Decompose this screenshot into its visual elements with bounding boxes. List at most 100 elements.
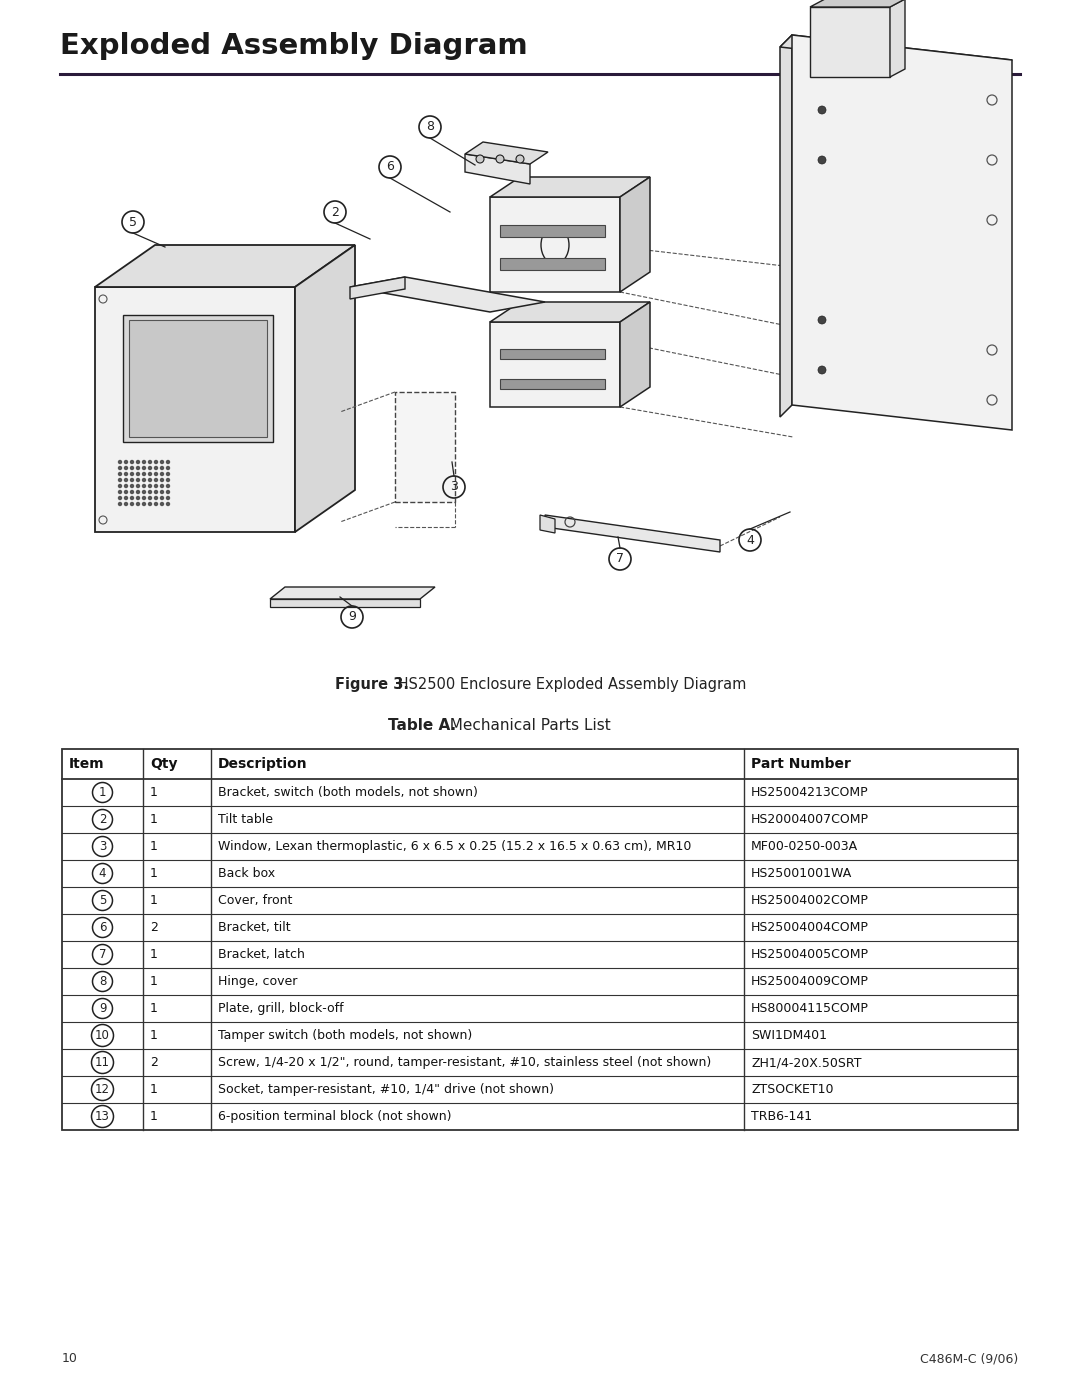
- Circle shape: [141, 472, 146, 476]
- Text: Tamper switch (both models, not shown): Tamper switch (both models, not shown): [218, 1030, 472, 1042]
- Polygon shape: [295, 244, 355, 532]
- Text: Back box: Back box: [218, 868, 275, 880]
- Circle shape: [141, 502, 146, 506]
- Polygon shape: [500, 225, 605, 237]
- Circle shape: [148, 478, 152, 482]
- Text: Figure 3.: Figure 3.: [335, 678, 409, 693]
- Polygon shape: [395, 393, 455, 502]
- Text: HS25004213COMP: HS25004213COMP: [751, 787, 868, 799]
- Polygon shape: [95, 286, 295, 532]
- Circle shape: [124, 472, 129, 476]
- Circle shape: [153, 478, 158, 482]
- Text: 13: 13: [95, 1111, 110, 1123]
- Circle shape: [136, 496, 140, 500]
- Text: 1: 1: [150, 975, 158, 988]
- Polygon shape: [350, 277, 545, 312]
- Text: Bracket, tilt: Bracket, tilt: [218, 921, 291, 935]
- Text: ZTSOCKET10: ZTSOCKET10: [751, 1083, 834, 1097]
- Text: Exploded Assembly Diagram: Exploded Assembly Diagram: [60, 32, 528, 60]
- Circle shape: [130, 496, 134, 500]
- Circle shape: [118, 478, 122, 482]
- Polygon shape: [350, 277, 405, 299]
- Circle shape: [136, 490, 140, 495]
- Text: 9: 9: [348, 610, 356, 623]
- Text: HS2500 Enclosure Exploded Assembly Diagram: HS2500 Enclosure Exploded Assembly Diagr…: [393, 678, 746, 693]
- Text: Qty: Qty: [150, 757, 177, 771]
- Text: 1: 1: [98, 787, 106, 799]
- Circle shape: [166, 496, 171, 500]
- Text: 12: 12: [95, 1083, 110, 1097]
- Circle shape: [160, 465, 164, 471]
- Text: 2: 2: [332, 205, 339, 218]
- Polygon shape: [465, 154, 530, 184]
- Circle shape: [160, 502, 164, 506]
- Circle shape: [124, 465, 129, 471]
- Circle shape: [136, 502, 140, 506]
- Polygon shape: [890, 0, 905, 77]
- Circle shape: [124, 460, 129, 464]
- Text: TRB6-141: TRB6-141: [751, 1111, 812, 1123]
- Circle shape: [118, 496, 122, 500]
- Polygon shape: [620, 177, 650, 292]
- Circle shape: [141, 483, 146, 488]
- Text: 7: 7: [616, 552, 624, 566]
- Text: 1: 1: [150, 1030, 158, 1042]
- Text: HS25004009COMP: HS25004009COMP: [751, 975, 869, 988]
- Text: 10: 10: [95, 1030, 110, 1042]
- Text: Screw, 1/4-20 x 1/2", round, tamper-resistant, #10, stainless steel (not shown): Screw, 1/4-20 x 1/2", round, tamper-resi…: [218, 1056, 712, 1069]
- Text: 4: 4: [746, 534, 754, 546]
- Bar: [62, 749, 1018, 1130]
- Circle shape: [818, 316, 826, 324]
- Polygon shape: [500, 379, 605, 388]
- Text: 3: 3: [98, 840, 106, 854]
- Circle shape: [130, 460, 134, 464]
- Polygon shape: [129, 320, 267, 437]
- Text: 5: 5: [129, 215, 137, 229]
- Text: 4: 4: [98, 868, 106, 880]
- Polygon shape: [465, 142, 548, 163]
- Text: HS25004002COMP: HS25004002COMP: [751, 894, 869, 907]
- Text: 1: 1: [150, 868, 158, 880]
- Text: 5: 5: [98, 894, 106, 907]
- Text: Bracket, latch: Bracket, latch: [218, 949, 305, 961]
- Text: Item: Item: [69, 757, 105, 771]
- Text: 1: 1: [150, 840, 158, 854]
- Text: 2: 2: [98, 813, 106, 826]
- Circle shape: [153, 502, 158, 506]
- Circle shape: [148, 483, 152, 488]
- Polygon shape: [123, 314, 273, 441]
- Text: 9: 9: [98, 1002, 106, 1016]
- Circle shape: [124, 502, 129, 506]
- Circle shape: [118, 483, 122, 488]
- Circle shape: [818, 106, 826, 115]
- Circle shape: [166, 460, 171, 464]
- Text: Plate, grill, block-off: Plate, grill, block-off: [218, 1002, 343, 1016]
- Text: 11: 11: [95, 1056, 110, 1069]
- Text: Mechanical Parts List: Mechanical Parts List: [440, 718, 611, 732]
- Text: HS25001001WA: HS25001001WA: [751, 868, 852, 880]
- Polygon shape: [500, 349, 605, 359]
- Text: 8: 8: [98, 975, 106, 988]
- Text: 1: 1: [150, 1083, 158, 1097]
- Circle shape: [130, 465, 134, 471]
- Circle shape: [118, 472, 122, 476]
- Circle shape: [124, 496, 129, 500]
- Polygon shape: [792, 35, 1012, 430]
- Circle shape: [141, 460, 146, 464]
- Circle shape: [136, 465, 140, 471]
- Circle shape: [130, 472, 134, 476]
- Circle shape: [160, 490, 164, 495]
- Text: Part Number: Part Number: [751, 757, 851, 771]
- Circle shape: [124, 478, 129, 482]
- Circle shape: [118, 502, 122, 506]
- Circle shape: [166, 465, 171, 471]
- Polygon shape: [500, 258, 605, 270]
- Polygon shape: [620, 302, 650, 407]
- Circle shape: [118, 490, 122, 495]
- Text: 6: 6: [386, 161, 394, 173]
- Circle shape: [148, 490, 152, 495]
- Text: Table A.: Table A.: [388, 718, 456, 732]
- Circle shape: [166, 502, 171, 506]
- Circle shape: [160, 472, 164, 476]
- Circle shape: [130, 478, 134, 482]
